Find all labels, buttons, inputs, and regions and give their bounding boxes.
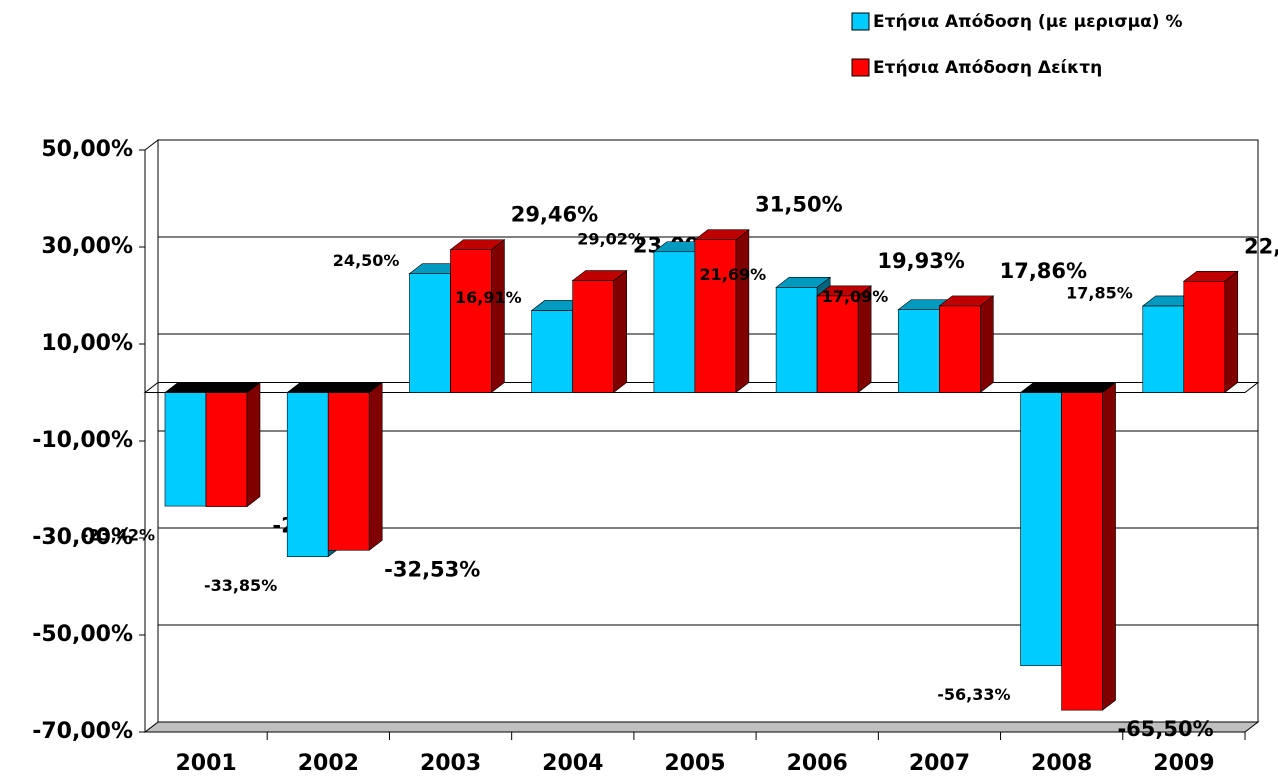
data-label: 17,85%	[1066, 283, 1133, 302]
data-label: -23,42%	[82, 526, 155, 545]
bar	[572, 280, 614, 393]
bar-side	[491, 239, 505, 394]
data-label: -56,33%	[937, 685, 1010, 704]
bar-top	[327, 382, 384, 393]
data-label: 21,69%	[699, 265, 766, 284]
x-tick-label: 2009	[1153, 751, 1214, 776]
side-wall	[144, 138, 159, 734]
bar-side	[1102, 381, 1116, 711]
data-label: 31,50%	[755, 193, 842, 217]
bar-side	[1224, 270, 1239, 394]
bar-top	[816, 285, 872, 297]
bar-side	[980, 295, 994, 394]
bar	[286, 392, 329, 557]
y-tick-label: -10,00%	[32, 428, 133, 453]
data-label: 16,91%	[455, 288, 522, 307]
data-label: 22,93%	[1244, 234, 1278, 258]
x-tick-label: 2007	[909, 751, 970, 776]
bar	[450, 249, 492, 393]
legend-swatch	[851, 58, 870, 77]
bar-top	[1060, 382, 1117, 393]
x-tick-label: 2001	[175, 751, 236, 776]
x-tick-label: 2006	[787, 751, 848, 776]
data-label: -33,85%	[204, 576, 277, 595]
bar-top	[938, 295, 995, 307]
data-label: -32,53%	[384, 557, 480, 581]
legend-label: Ετήσια Απόδοση (με μερισμα) %	[873, 12, 1183, 32]
legend-label: Ετήσια Απόδοση Δείκτη	[873, 58, 1102, 78]
data-label: 19,93%	[877, 249, 964, 273]
legend-swatch	[851, 12, 870, 31]
bar-top	[449, 239, 506, 250]
bar	[1142, 305, 1185, 393]
x-tick-label: 2005	[664, 751, 725, 776]
bar	[775, 287, 818, 393]
bar	[898, 309, 940, 393]
bar-side	[735, 229, 750, 394]
y-tick-label: -70,00%	[32, 719, 133, 744]
bar-top	[1182, 270, 1239, 282]
bar-top	[205, 382, 261, 393]
bar	[816, 295, 859, 393]
data-label: 17,86%	[1000, 259, 1087, 283]
floor	[143, 721, 1260, 733]
x-tick-label: 2004	[542, 751, 603, 776]
bar	[653, 251, 696, 393]
bar	[531, 310, 573, 393]
y-tick-label: -50,00%	[32, 622, 133, 647]
y-tick-label: -30,00%	[32, 525, 133, 550]
y-tick-label: 30,00%	[41, 234, 133, 259]
data-label: 29,46%	[511, 203, 598, 227]
data-label: 17,09%	[822, 287, 889, 306]
bar	[205, 392, 248, 507]
bar	[1183, 280, 1226, 393]
bar-top	[571, 270, 628, 281]
bar	[1061, 392, 1103, 711]
x-tick-label: 2008	[1031, 751, 1092, 776]
bar	[327, 392, 370, 551]
bar	[409, 273, 451, 393]
bar-side	[368, 381, 383, 551]
y-tick-label: 10,00%	[41, 331, 133, 356]
zero-plane	[143, 382, 1260, 393]
bar	[164, 392, 207, 507]
data-label: 29,02%	[577, 229, 644, 248]
bar	[1020, 392, 1062, 667]
bar	[694, 239, 737, 393]
x-tick-label: 2003	[420, 751, 481, 776]
bar-side	[613, 269, 627, 394]
data-label: 24,50%	[333, 251, 400, 270]
bar-side	[246, 381, 261, 508]
bar-top	[775, 277, 831, 288]
bar-top	[694, 229, 750, 241]
x-tick-label: 2002	[298, 751, 359, 776]
y-tick-label: 50,00%	[41, 137, 133, 162]
data-label: -65,50%	[1117, 717, 1213, 741]
bar	[939, 305, 981, 393]
